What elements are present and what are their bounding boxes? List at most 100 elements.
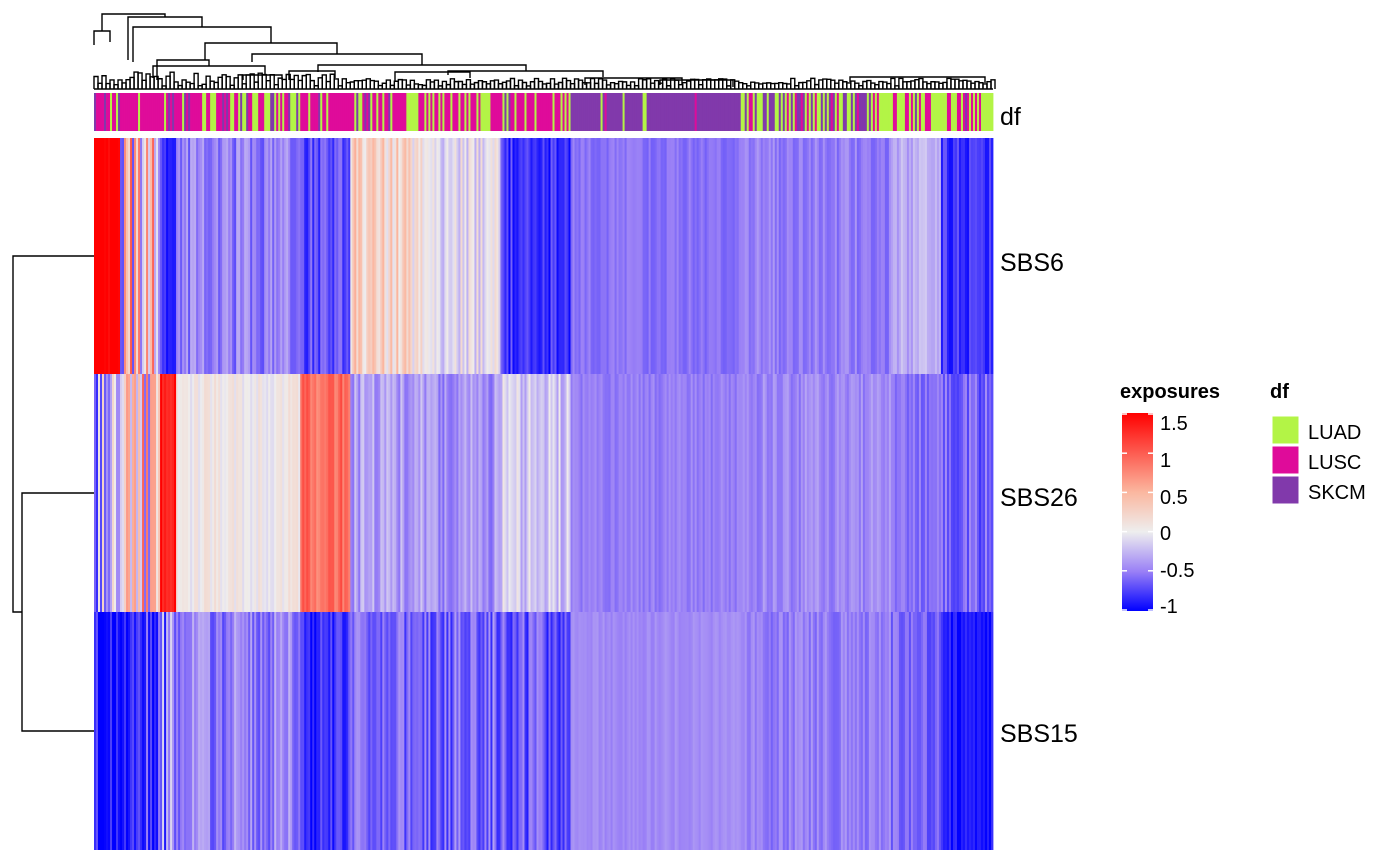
heatmap-cell-sbs26 xyxy=(434,374,437,612)
heatmap-cell-sbs6 xyxy=(694,138,698,374)
heatmap-cell-sbs6 xyxy=(532,138,535,374)
heatmap-cell-sbs15 xyxy=(762,612,766,850)
heatmap-cell-sbs6 xyxy=(520,138,523,374)
heatmap-cell-sbs6 xyxy=(592,138,595,374)
annotation-cell-luad xyxy=(256,93,259,131)
heatmap-cell-sbs15 xyxy=(574,612,577,850)
annotation-cell-luad xyxy=(938,93,942,131)
heatmap-cell-sbs26 xyxy=(436,374,439,612)
heatmap-cell-sbs26 xyxy=(724,374,728,612)
heatmap-cell-sbs26 xyxy=(408,374,411,612)
heatmap-cell-sbs15 xyxy=(108,612,111,850)
heatmap-cell-sbs15 xyxy=(320,612,323,850)
heatmap-cell-sbs15 xyxy=(120,612,123,850)
heatmap-cell-sbs26 xyxy=(126,374,129,612)
heatmap-cell-sbs15 xyxy=(188,612,191,850)
heatmap-cell-sbs26 xyxy=(520,374,523,612)
heatmap-cell-sbs26 xyxy=(978,374,982,612)
heatmap-cell-sbs15 xyxy=(252,612,255,850)
heatmap-cell-sbs15 xyxy=(692,612,696,850)
annotation-cell-luad xyxy=(880,93,884,131)
heatmap-cell-sbs15 xyxy=(240,612,243,850)
annotation-cell-luad xyxy=(282,93,285,131)
heatmap-cell-sbs26 xyxy=(166,374,169,612)
annotation-cell-lusc xyxy=(418,93,421,131)
heatmap-cell-sbs15 xyxy=(888,612,892,850)
heatmap-cell-sbs26 xyxy=(168,374,171,612)
heatmap-cell-sbs15 xyxy=(446,612,449,850)
heatmap-cell-sbs26 xyxy=(934,374,938,612)
heatmap-cell-sbs15 xyxy=(548,612,551,850)
annotation-cell-skcm xyxy=(718,93,722,131)
heatmap-cell-sbs15 xyxy=(798,612,802,850)
heatmap-cell-sbs6 xyxy=(246,138,249,374)
annotation-cell-luad xyxy=(268,93,271,131)
annotation-cell-lusc xyxy=(404,93,407,131)
heatmap-cell-sbs26 xyxy=(814,374,818,612)
heatmap-cell-sbs26 xyxy=(250,374,253,612)
heatmap-cell-sbs15 xyxy=(384,612,387,850)
annotation-cell-lusc xyxy=(248,93,251,131)
annotation-cell-skcm xyxy=(820,93,824,131)
heatmap-cell-sbs26 xyxy=(596,374,599,612)
heatmap-cell-sbs26 xyxy=(764,374,768,612)
heatmap-cell-sbs15 xyxy=(330,612,333,850)
annotation-cell-skcm xyxy=(844,93,848,131)
heatmap-cell-sbs26 xyxy=(136,374,139,612)
heatmap-cell-sbs15 xyxy=(290,612,293,850)
heatmap-cell-sbs6 xyxy=(200,138,203,374)
dendrogram-leaf xyxy=(157,78,163,89)
heatmap-cell-sbs26 xyxy=(740,374,744,612)
heatmap-cell-sbs6 xyxy=(558,138,561,374)
heatmap-cell-sbs15 xyxy=(814,612,818,850)
heatmap-cell-sbs15 xyxy=(538,612,541,850)
heatmap-cell-sbs15 xyxy=(860,612,864,850)
heatmap-cell-sbs26 xyxy=(594,374,597,612)
heatmap-cell-sbs15 xyxy=(472,612,475,850)
heatmap-cell-sbs6 xyxy=(468,138,471,374)
heatmap-cell-sbs15 xyxy=(778,612,782,850)
heatmap-cell-sbs15 xyxy=(808,612,812,850)
heatmap-cell-sbs15 xyxy=(626,612,629,850)
heatmap-cell-sbs26 xyxy=(462,374,465,612)
heatmap-cell-sbs15 xyxy=(402,612,405,850)
annotation-cell-lusc xyxy=(366,93,369,131)
annotation-cell-luad xyxy=(840,93,844,131)
heatmap-cell-sbs26 xyxy=(948,374,952,612)
annotation-cell-luad xyxy=(866,93,870,131)
heatmap-cell-sbs6 xyxy=(870,138,874,374)
heatmap-cell-sbs15 xyxy=(564,612,567,850)
heatmap-cell-sbs15 xyxy=(616,612,619,850)
heatmap-cell-sbs6 xyxy=(500,138,503,374)
annotation-cell-lusc xyxy=(436,93,439,131)
dendrogram-leaf xyxy=(990,79,996,89)
annotation-cell-luad xyxy=(916,93,920,131)
annotation-cell-lusc xyxy=(112,93,115,131)
heatmap-cell-sbs15 xyxy=(280,612,283,850)
heatmap-cell-sbs6 xyxy=(722,138,726,374)
annotation-cell-luad xyxy=(326,93,329,131)
heatmap-cell-sbs15 xyxy=(222,612,225,850)
heatmap-cell-sbs26 xyxy=(878,374,882,612)
heatmap-cell-sbs26 xyxy=(180,374,183,612)
annotation-cell-lusc xyxy=(234,93,237,131)
heatmap-cell-sbs26 xyxy=(202,374,205,612)
exposures-legend-title: exposures xyxy=(1120,381,1220,403)
heatmap-cell-sbs15 xyxy=(316,612,319,850)
heatmap-cell-sbs26 xyxy=(924,374,928,612)
heatmap-cell-sbs15 xyxy=(776,612,780,850)
heatmap-cell-sbs6 xyxy=(610,138,613,374)
heatmap-cell-sbs15 xyxy=(664,612,668,850)
heatmap-cell-sbs26 xyxy=(892,374,896,612)
heatmap-cell-sbs6 xyxy=(898,138,902,374)
annotation-cell-luad xyxy=(468,93,471,131)
heatmap-cell-sbs6 xyxy=(940,138,944,374)
heatmap-cell-sbs6 xyxy=(754,138,758,374)
heatmap-cell-sbs26 xyxy=(838,374,842,612)
heatmap-cell-sbs6 xyxy=(128,138,131,374)
annotation-cell-luad xyxy=(874,93,878,131)
heatmap-cell-sbs6 xyxy=(120,138,123,374)
annotation-cell-luad xyxy=(354,93,357,131)
heatmap-cell-sbs15 xyxy=(666,612,670,850)
heatmap-cell-sbs6 xyxy=(426,138,429,374)
